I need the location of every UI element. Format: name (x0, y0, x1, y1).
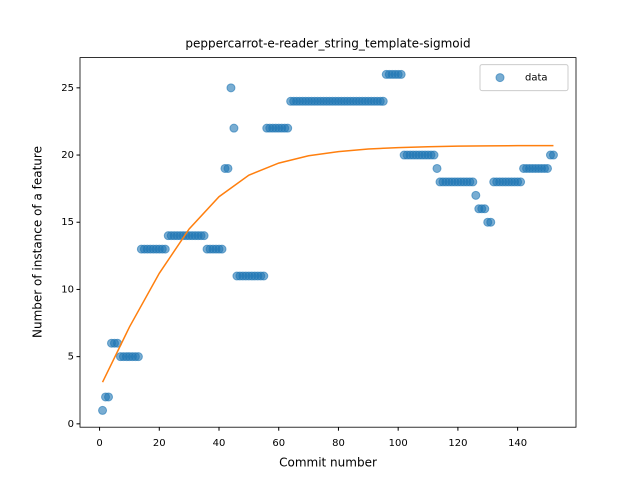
legend-box (479, 64, 569, 92)
data-point (104, 392, 114, 402)
data-point (429, 150, 439, 160)
data-point (542, 163, 552, 173)
data-point (160, 244, 170, 254)
fit-line (101, 144, 554, 383)
y-tick-label: 25 (61, 83, 74, 94)
chart-title: peppercarrot-e-reader_string_template-si… (185, 37, 470, 51)
y-tick-label: 5 (68, 352, 74, 363)
y-tick-label: 10 (61, 284, 74, 295)
x-tick-label: 40 (213, 438, 226, 449)
data-point (229, 123, 239, 133)
legend-label: data (525, 73, 548, 84)
data-point (283, 123, 293, 133)
x-tick-label: 140 (508, 438, 527, 449)
y-tick-label: 0 (68, 419, 74, 430)
data-point (133, 352, 143, 362)
data-point (199, 231, 209, 241)
data-point (226, 83, 236, 93)
x-tick-label: 80 (332, 438, 345, 449)
data-point (217, 244, 227, 254)
data-point (516, 177, 526, 187)
data-point (98, 405, 108, 415)
data-point (432, 163, 442, 173)
legend-marker (495, 73, 505, 83)
y-tick-label: 15 (61, 217, 74, 228)
data-point (471, 190, 481, 200)
data-point (259, 271, 269, 281)
data-point (480, 204, 490, 214)
plot-frame (79, 57, 577, 428)
x-tick-label: 120 (448, 438, 467, 449)
data-point (468, 177, 478, 187)
data-point (548, 150, 558, 160)
data-point (378, 96, 388, 106)
x-tick-label: 60 (272, 438, 285, 449)
y-axis-label: Number of instance of a feature (31, 146, 45, 338)
x-tick-label: 100 (389, 438, 408, 449)
x-tick-label: 0 (96, 438, 102, 449)
data-point (223, 163, 233, 173)
data-point (486, 217, 496, 227)
y-tick-label: 20 (61, 150, 74, 161)
x-axis-label: Commit number (279, 456, 377, 470)
x-tick-label: 20 (153, 438, 166, 449)
data-point (396, 69, 406, 79)
